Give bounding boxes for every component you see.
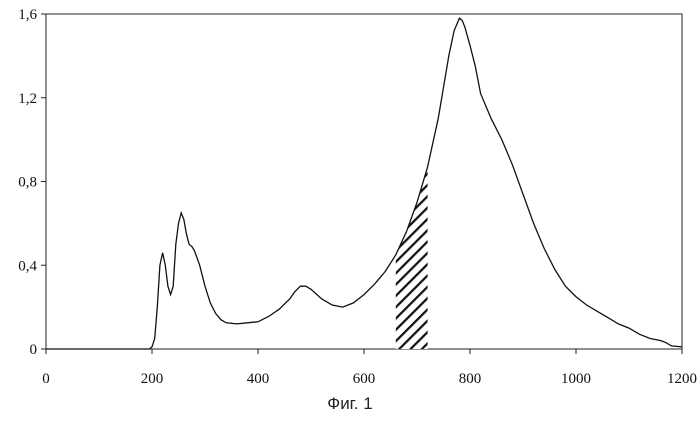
spectrum-line [46,18,682,349]
y-tick-label: 0 [30,342,38,358]
hatched-region [396,167,428,349]
x-tick-label: 1200 [667,371,697,387]
axis-ticks: 0 200 400 600 800 1000 1200 0 0,4 0,8 1,2 1,6 [18,7,697,387]
x-tick-label: 800 [459,371,482,387]
plot-frame [46,14,682,349]
plot-border [46,14,682,349]
x-tick-label: 600 [353,371,376,387]
x-tick-label: 1000 [561,371,591,387]
figure-caption: Фиг. 1 [0,394,700,414]
x-tick-label: 0 [42,371,50,387]
hatched-band [396,167,428,349]
y-tick-label: 0,8 [18,175,37,191]
y-tick-label: 1,2 [18,91,37,107]
x-tick-label: 200 [141,371,164,387]
y-tick-label: 0,4 [18,258,37,274]
x-tick-label: 400 [247,371,270,387]
y-tick-label: 1,6 [18,7,37,23]
